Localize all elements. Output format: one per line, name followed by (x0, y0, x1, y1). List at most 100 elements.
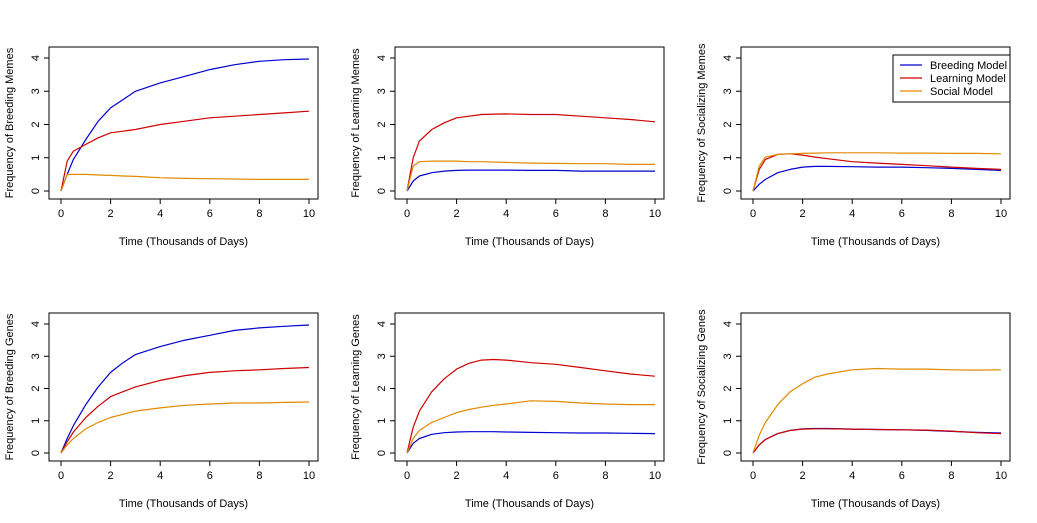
y-tick-label: 2 (30, 385, 42, 391)
y-tick-label: 4 (722, 55, 734, 61)
x-tick-label: 8 (602, 208, 608, 220)
series-line-learning-model (60, 110, 310, 192)
y-tick-label: 1 (722, 418, 734, 424)
series-line-social-model (60, 401, 310, 454)
x-tick-label: 8 (256, 470, 262, 482)
y-tick-label: 2 (722, 385, 734, 391)
x-tick-label: 2 (800, 470, 806, 482)
x-tick-label: 8 (948, 208, 954, 220)
x-tick-label: 4 (157, 208, 163, 220)
x-tick-label: 4 (849, 208, 855, 220)
x-tick-label: 10 (995, 470, 1007, 482)
series-line-social-model (406, 160, 655, 192)
x-tick-label: 2 (454, 208, 460, 220)
series-line-breeding-model (406, 431, 656, 454)
legend-item: Learning Model (900, 73, 1006, 85)
y-axis-label: Frequency of Breeding Genes (4, 313, 16, 460)
y-tick-label: 2 (30, 121, 42, 127)
y-tick-label: 2 (376, 121, 388, 127)
y-tick-label: 1 (722, 155, 734, 161)
x-tick-label: 10 (995, 208, 1007, 220)
chart-panel-4: 0 2 4 6 8 10 0 1 2 3 4 Time (Thousands of Days) Freq… (4, 312, 319, 510)
x-tick-label: 2 (800, 208, 806, 220)
x-tick-label: 2 (454, 470, 460, 482)
x-tick-label: 8 (256, 208, 262, 220)
y-tick-label: 4 (30, 55, 42, 61)
x-axis-label: Time (Thousands of Days) (119, 236, 248, 248)
x-tick-label: 2 (108, 470, 114, 482)
y-tick-label: 2 (722, 121, 734, 127)
y-axis-label: Frequency of Socializing Genes (696, 309, 708, 465)
x-tick-label: 10 (649, 470, 661, 482)
x-tick-label: 10 (303, 208, 315, 220)
x-tick-label: 6 (553, 208, 559, 220)
plot-frame (394, 312, 665, 462)
x-tick-label: 0 (404, 208, 410, 220)
series-line-social-model (752, 152, 1002, 192)
y-tick-label: 0 (376, 450, 388, 456)
y-tick-label: 3 (376, 353, 388, 359)
x-tick-label: 4 (849, 470, 855, 482)
y-tick-label: 1 (30, 155, 42, 161)
chart-panel-6: 0 2 4 6 8 10 0 1 2 3 4 Time (Thousands of Days) Freq… (696, 309, 1011, 510)
y-tick-label: 4 (30, 321, 42, 327)
y-axis-label: Frequency of Breeding Memes (4, 47, 16, 198)
y-tick-label: 1 (376, 418, 388, 424)
y-tick-label: 1 (376, 155, 388, 161)
series-line-breeding-model (60, 58, 310, 192)
plot-frame (740, 312, 1011, 462)
y-tick-label: 0 (30, 188, 42, 194)
series-line-learning-model (406, 358, 656, 454)
y-tick-label: 2 (376, 385, 388, 391)
y-tick-label: 0 (376, 188, 388, 194)
x-tick-label: 10 (649, 208, 661, 220)
legend-label: Social Model (930, 86, 993, 98)
chart-panel-2: 0 2 4 6 8 10 0 1 2 3 4 Time (Thousands of Days) Freq… (350, 46, 665, 248)
y-axis-label: Frequency of Socializing Memes (696, 43, 708, 202)
series-line-breeding-model (752, 165, 1002, 192)
x-tick-label: 0 (404, 470, 410, 482)
series-line-learning-model (406, 113, 656, 192)
x-tick-label: 6 (899, 470, 905, 482)
x-tick-label: 0 (750, 208, 756, 220)
series-line-social-model (752, 367, 1002, 454)
x-axis-label: Time (Thousands of Days) (119, 498, 248, 510)
y-tick-label: 3 (30, 353, 42, 359)
x-tick-label: 6 (553, 470, 559, 482)
x-tick-label: 4 (157, 470, 163, 482)
x-tick-label: 6 (899, 208, 905, 220)
y-axis-label: Frequency of Learning Memes (350, 48, 362, 198)
x-tick-label: 10 (303, 470, 315, 482)
series-line-social-model (60, 173, 309, 192)
x-tick-label: 0 (58, 208, 64, 220)
series-line-learning-model (60, 366, 310, 454)
x-tick-label: 2 (108, 208, 114, 220)
x-tick-label: 8 (948, 470, 954, 482)
x-axis-label: Time (Thousands of Days) (465, 236, 594, 248)
legend-item: Breeding Model (900, 60, 1007, 72)
legend-item: Social Model (900, 86, 993, 98)
y-tick-label: 4 (376, 55, 388, 61)
y-tick-label: 0 (30, 450, 42, 456)
x-tick-label: 6 (207, 208, 213, 220)
x-tick-label: 0 (58, 470, 64, 482)
x-axis-label: Time (Thousands of Days) (811, 236, 940, 248)
series-line-breeding-model (60, 324, 310, 454)
plot-frame (48, 46, 319, 200)
series-line-breeding-model (406, 169, 655, 192)
series-line-social-model (406, 400, 655, 454)
y-tick-label: 0 (722, 450, 734, 456)
x-tick-label: 4 (503, 208, 509, 220)
series-line-learning-model (752, 153, 1002, 192)
y-tick-label: 1 (30, 418, 42, 424)
y-tick-label: 4 (722, 321, 734, 327)
plot-frame (394, 46, 665, 200)
y-tick-label: 3 (376, 88, 388, 94)
x-axis-label: Time (Thousands of Days) (811, 498, 940, 510)
legend-label: Breeding Model (930, 60, 1007, 72)
y-tick-label: 3 (722, 88, 734, 94)
x-tick-label: 4 (503, 470, 509, 482)
y-axis-label: Frequency of Learning Genes (350, 314, 362, 460)
y-tick-label: 3 (722, 353, 734, 359)
